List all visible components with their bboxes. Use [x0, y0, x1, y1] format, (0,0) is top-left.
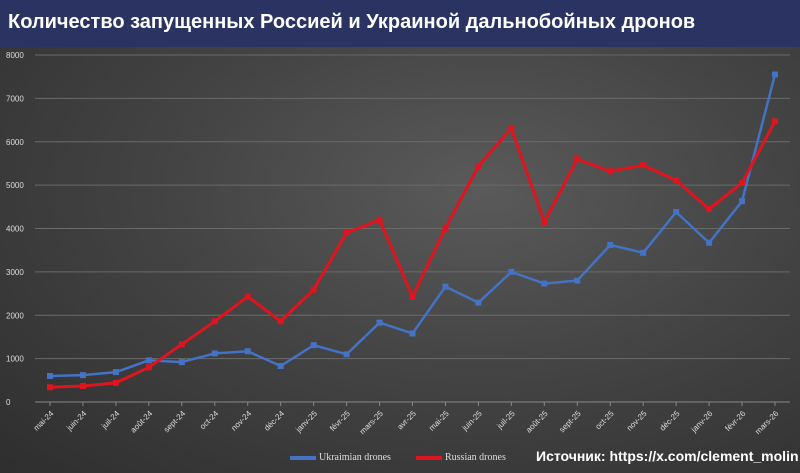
- data-point: [178, 341, 185, 348]
- legend-label-russian: Russian drones: [445, 452, 506, 463]
- data-point: [772, 118, 778, 125]
- data-point: [574, 277, 581, 284]
- data-point: [442, 225, 449, 232]
- x-tick-label: mars-25: [358, 409, 385, 436]
- legend-label-ukrainian: Ukraimian drones: [319, 452, 391, 463]
- data-point: [112, 379, 119, 386]
- y-tick-label: 2000: [6, 311, 24, 320]
- data-point: [112, 369, 119, 376]
- data-point: [739, 179, 746, 186]
- x-tick-label: août-24: [129, 409, 155, 435]
- x-tick-label: févr-25: [328, 409, 352, 433]
- title-bar: Количество запущенных Россией и Украиной…: [0, 0, 800, 47]
- y-tick-label: 4000: [6, 225, 24, 234]
- x-tick-label: juin-24: [64, 409, 88, 433]
- data-point: [706, 239, 713, 246]
- x-tick-label: juil-24: [99, 409, 122, 432]
- data-point: [772, 71, 778, 78]
- x-tick-label: janv-26: [689, 409, 715, 435]
- data-point: [475, 299, 482, 306]
- data-point: [343, 351, 350, 358]
- source-credit: Источник: https://x.com/clement_molin: [536, 448, 799, 464]
- x-tick-label: mars-26: [753, 409, 780, 436]
- data-point: [145, 357, 152, 364]
- x-tick-label: mai-24: [32, 409, 56, 433]
- data-point: [178, 359, 185, 366]
- data-point: [673, 209, 680, 216]
- data-point: [442, 283, 449, 290]
- y-tick-label: 5000: [6, 181, 24, 190]
- x-tick-label: mai-25: [427, 409, 451, 433]
- y-tick-label: 8000: [6, 51, 24, 60]
- x-tick-label: avr-25: [396, 409, 419, 432]
- y-tick-label: 7000: [6, 94, 24, 103]
- data-point: [541, 218, 548, 225]
- data-point: [244, 348, 251, 355]
- data-point: [409, 293, 416, 300]
- legend-swatch-ukrainian: [290, 455, 316, 460]
- y-tick-label: 3000: [6, 268, 24, 277]
- data-point: [47, 384, 53, 391]
- data-point: [211, 318, 218, 325]
- data-point: [508, 268, 515, 275]
- data-point: [607, 168, 614, 175]
- data-point: [211, 350, 218, 357]
- data-point: [277, 362, 284, 369]
- data-point: [145, 364, 152, 371]
- y-tick-label: 6000: [6, 138, 24, 147]
- data-point: [79, 382, 86, 389]
- chart-title: Количество запущенных Россией и Украиной…: [8, 11, 696, 33]
- data-point: [277, 318, 284, 325]
- x-tick-label: oct-24: [198, 409, 220, 431]
- data-point: [640, 249, 647, 256]
- data-point: [310, 286, 317, 293]
- x-tick-label: juin-25: [460, 409, 484, 433]
- data-point: [508, 125, 515, 132]
- data-point: [739, 198, 746, 205]
- data-point: [673, 177, 680, 184]
- x-tick-label: août-25: [524, 409, 550, 435]
- x-tick-label: juil-25: [495, 409, 518, 432]
- y-tick-label: 0: [6, 398, 11, 407]
- legend-swatch-russian: [416, 455, 442, 460]
- data-point: [574, 156, 581, 163]
- x-tick-label: déc-25: [658, 409, 682, 433]
- x-tick-label: oct-25: [594, 409, 616, 431]
- x-tick-label: févr-26: [723, 409, 747, 433]
- data-point: [376, 319, 383, 326]
- series-line-russian: [49, 120, 777, 389]
- data-point: [343, 229, 350, 236]
- legend-item-russian: Russian drones: [416, 452, 506, 463]
- data-point: [409, 330, 416, 337]
- x-tick-label: janv-25: [293, 409, 319, 435]
- data-point: [47, 372, 53, 379]
- data-point: [607, 241, 614, 248]
- data-point: [706, 205, 713, 212]
- x-tick-label: nov-24: [229, 409, 253, 433]
- data-point: [640, 162, 647, 169]
- x-tick-label: sept-24: [162, 409, 188, 435]
- data-point: [79, 372, 86, 379]
- data-point: [376, 216, 383, 223]
- data-point: [310, 342, 317, 349]
- x-tick-label: sept-25: [557, 409, 583, 435]
- data-point: [475, 163, 482, 170]
- x-tick-label: nov-25: [625, 409, 649, 433]
- legend-item-ukrainian: Ukraimian drones: [290, 452, 391, 463]
- data-point: [244, 293, 251, 300]
- x-tick-label: déc-24: [262, 409, 286, 433]
- data-point: [541, 280, 548, 287]
- y-tick-label: 1000: [6, 355, 24, 364]
